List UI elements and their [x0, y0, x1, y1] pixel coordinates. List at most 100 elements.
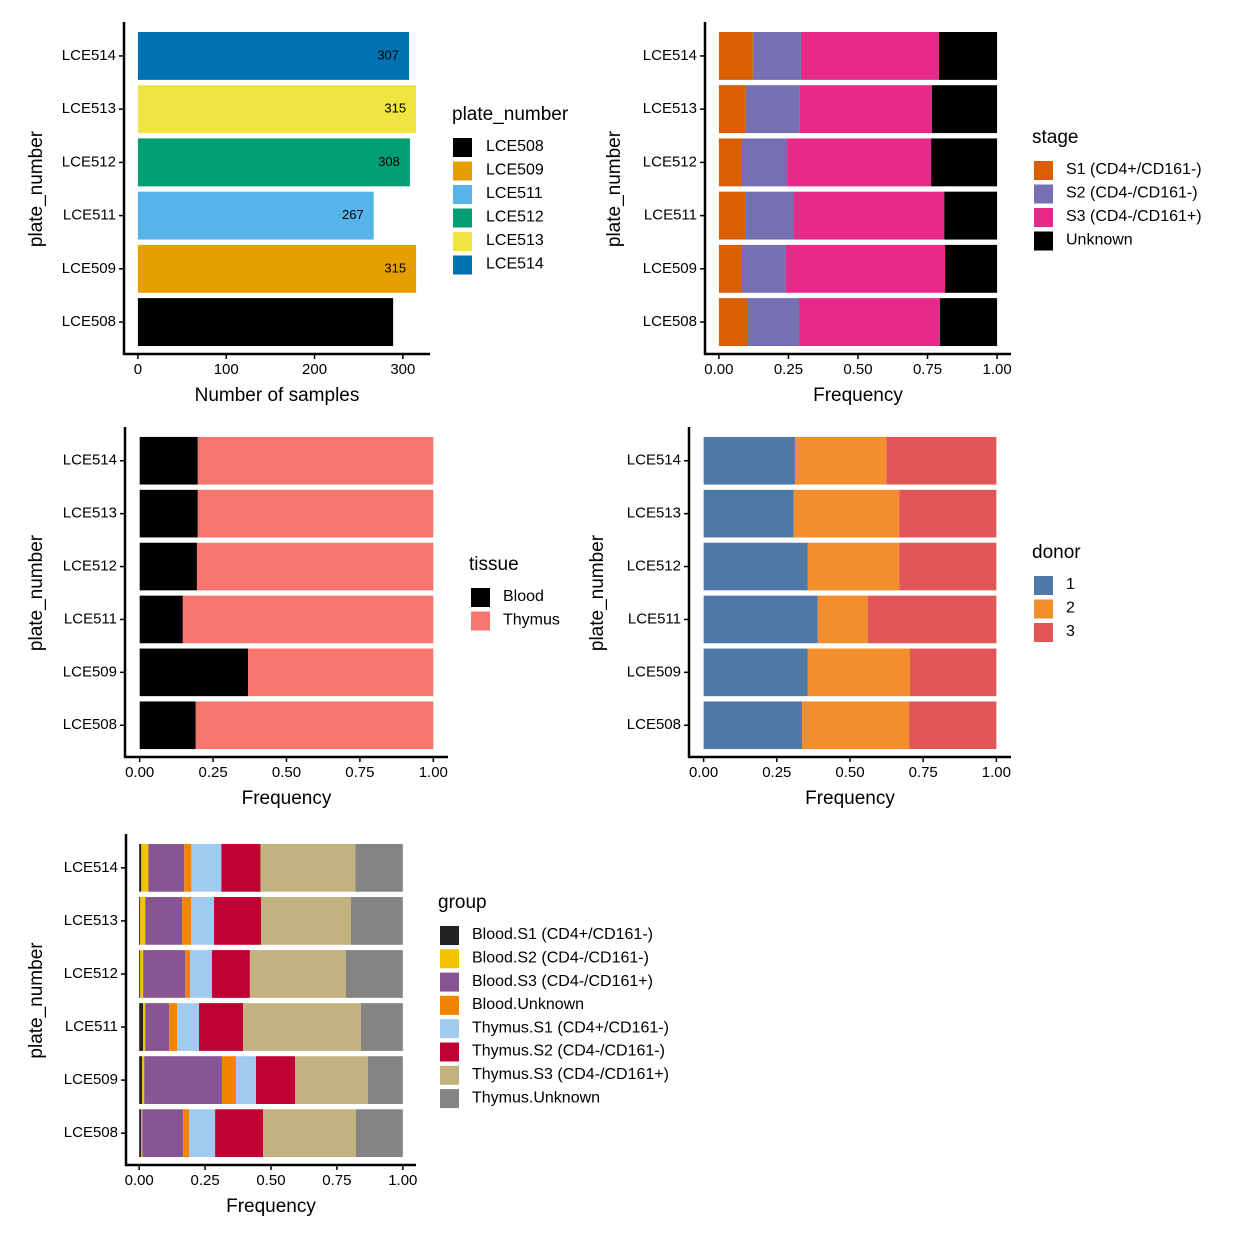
y-tick-label: LCE514	[63, 452, 117, 469]
y-tick-label: LCE513	[62, 100, 116, 117]
legend-key	[1034, 623, 1053, 642]
bar-segment	[718, 191, 746, 240]
bar-segment	[214, 897, 261, 945]
bar-segment	[703, 595, 818, 644]
y-tick-label: LCE512	[643, 153, 697, 170]
x-tick-label: 0.75	[322, 1172, 351, 1189]
legend-label: LCE508	[486, 138, 544, 155]
bar-segment	[235, 1056, 256, 1104]
bar-segment	[140, 897, 146, 945]
legend-key	[440, 1019, 459, 1039]
bar-segment	[807, 542, 900, 591]
legend-key	[1034, 599, 1053, 619]
bar-segment	[189, 1109, 216, 1158]
y-tick-label: LCE509	[63, 663, 117, 680]
bar-segment	[703, 436, 795, 485]
bar-segment	[139, 648, 249, 697]
bar-segment	[703, 701, 802, 750]
bar-segment	[909, 701, 997, 750]
bar-segment	[940, 298, 998, 347]
value-label: 267	[342, 207, 364, 222]
legend-label: Blood.S2 (CD4-/CD161-)	[472, 950, 649, 967]
x-tick-label: 0.50	[835, 764, 864, 781]
legend-title: plate_number	[452, 104, 569, 125]
x-tick-label: 0.50	[272, 764, 301, 781]
x-tick-label: 300	[390, 361, 415, 378]
y-tick-label: LCE511	[65, 1018, 118, 1035]
bar-segment	[183, 1109, 190, 1158]
bar-segment	[745, 191, 795, 240]
legend-key	[1034, 161, 1053, 180]
legend-key	[1034, 208, 1053, 227]
legend-label: 3	[1066, 623, 1075, 640]
value-label: 289	[361, 314, 383, 329]
x-tick-label: 0.50	[843, 361, 872, 378]
legend-label: LCE512	[486, 209, 544, 226]
x-tick-label: 100	[214, 361, 239, 378]
bar-segment	[190, 950, 212, 998]
legend-label: 1	[1066, 576, 1075, 593]
legend-title: donor	[1032, 542, 1081, 563]
y-axis-title: plate_number	[604, 130, 625, 247]
y-tick-label: LCE508	[627, 716, 681, 733]
y-tick-label: LCE509	[64, 1071, 118, 1088]
value-label: 308	[378, 154, 400, 169]
bar-segment	[145, 1003, 170, 1051]
bar-segment	[143, 1003, 146, 1051]
y-tick-label: LCE513	[63, 505, 117, 522]
bar-segment	[703, 648, 808, 697]
bar-segment	[185, 950, 191, 998]
bar-segment	[931, 85, 998, 134]
x-tick-label: 0.00	[125, 1172, 154, 1189]
bar-segment	[139, 595, 183, 644]
legend-key	[440, 972, 459, 992]
y-tick-label: LCE513	[627, 505, 681, 522]
bar-segment	[197, 436, 434, 485]
bar-segment	[255, 1056, 295, 1104]
bar-segment	[799, 298, 941, 347]
bar-segment	[368, 1056, 403, 1104]
bar-segment	[139, 1109, 142, 1158]
bar-segment	[248, 648, 434, 697]
bar-segment	[143, 950, 186, 998]
bar-segment	[169, 1003, 178, 1051]
x-tick-label: 0.25	[762, 764, 791, 781]
legend-key	[440, 1089, 459, 1109]
value-label: 315	[384, 101, 406, 116]
bar-segment	[345, 950, 403, 998]
bar-segment	[243, 1003, 361, 1051]
y-tick-label: LCE508	[63, 716, 117, 733]
bar-segment	[741, 138, 788, 187]
legend-label: Unknown	[1066, 232, 1133, 249]
bar-segment	[184, 843, 192, 892]
legend-label: LCE509	[486, 162, 544, 179]
bar-segment	[741, 244, 786, 293]
bar-segment	[801, 701, 910, 750]
bar-segment	[139, 542, 197, 591]
y-tick-label: LCE513	[64, 912, 118, 929]
legend-label: Thymus	[503, 612, 560, 629]
bar-segment	[263, 1109, 356, 1158]
y-axis-title: plate_number	[26, 130, 47, 247]
bar-segment	[899, 542, 997, 591]
legend-key	[440, 1042, 459, 1062]
bar-segment	[196, 542, 434, 591]
bar-segment	[199, 1003, 244, 1051]
bar-segment	[785, 244, 946, 293]
bar-segment	[144, 1056, 222, 1104]
x-tick-label: 0.25	[774, 361, 803, 378]
bar-segment	[944, 191, 998, 240]
bar-segment	[718, 85, 746, 134]
legend-key	[440, 949, 459, 969]
x-axis-title: Frequency	[805, 788, 895, 809]
legend-title: stage	[1032, 127, 1078, 148]
x-tick-label: 200	[302, 361, 327, 378]
x-tick-label: 0.25	[198, 764, 227, 781]
bar-segment	[747, 298, 800, 347]
bar-segment	[191, 843, 222, 892]
x-axis-title: Frequency	[226, 1196, 316, 1217]
bar-segment	[139, 950, 141, 998]
legend-label: S3 (CD4-/CD161+)	[1066, 208, 1202, 225]
bar-segment	[794, 191, 945, 240]
bar-segment	[148, 843, 185, 892]
